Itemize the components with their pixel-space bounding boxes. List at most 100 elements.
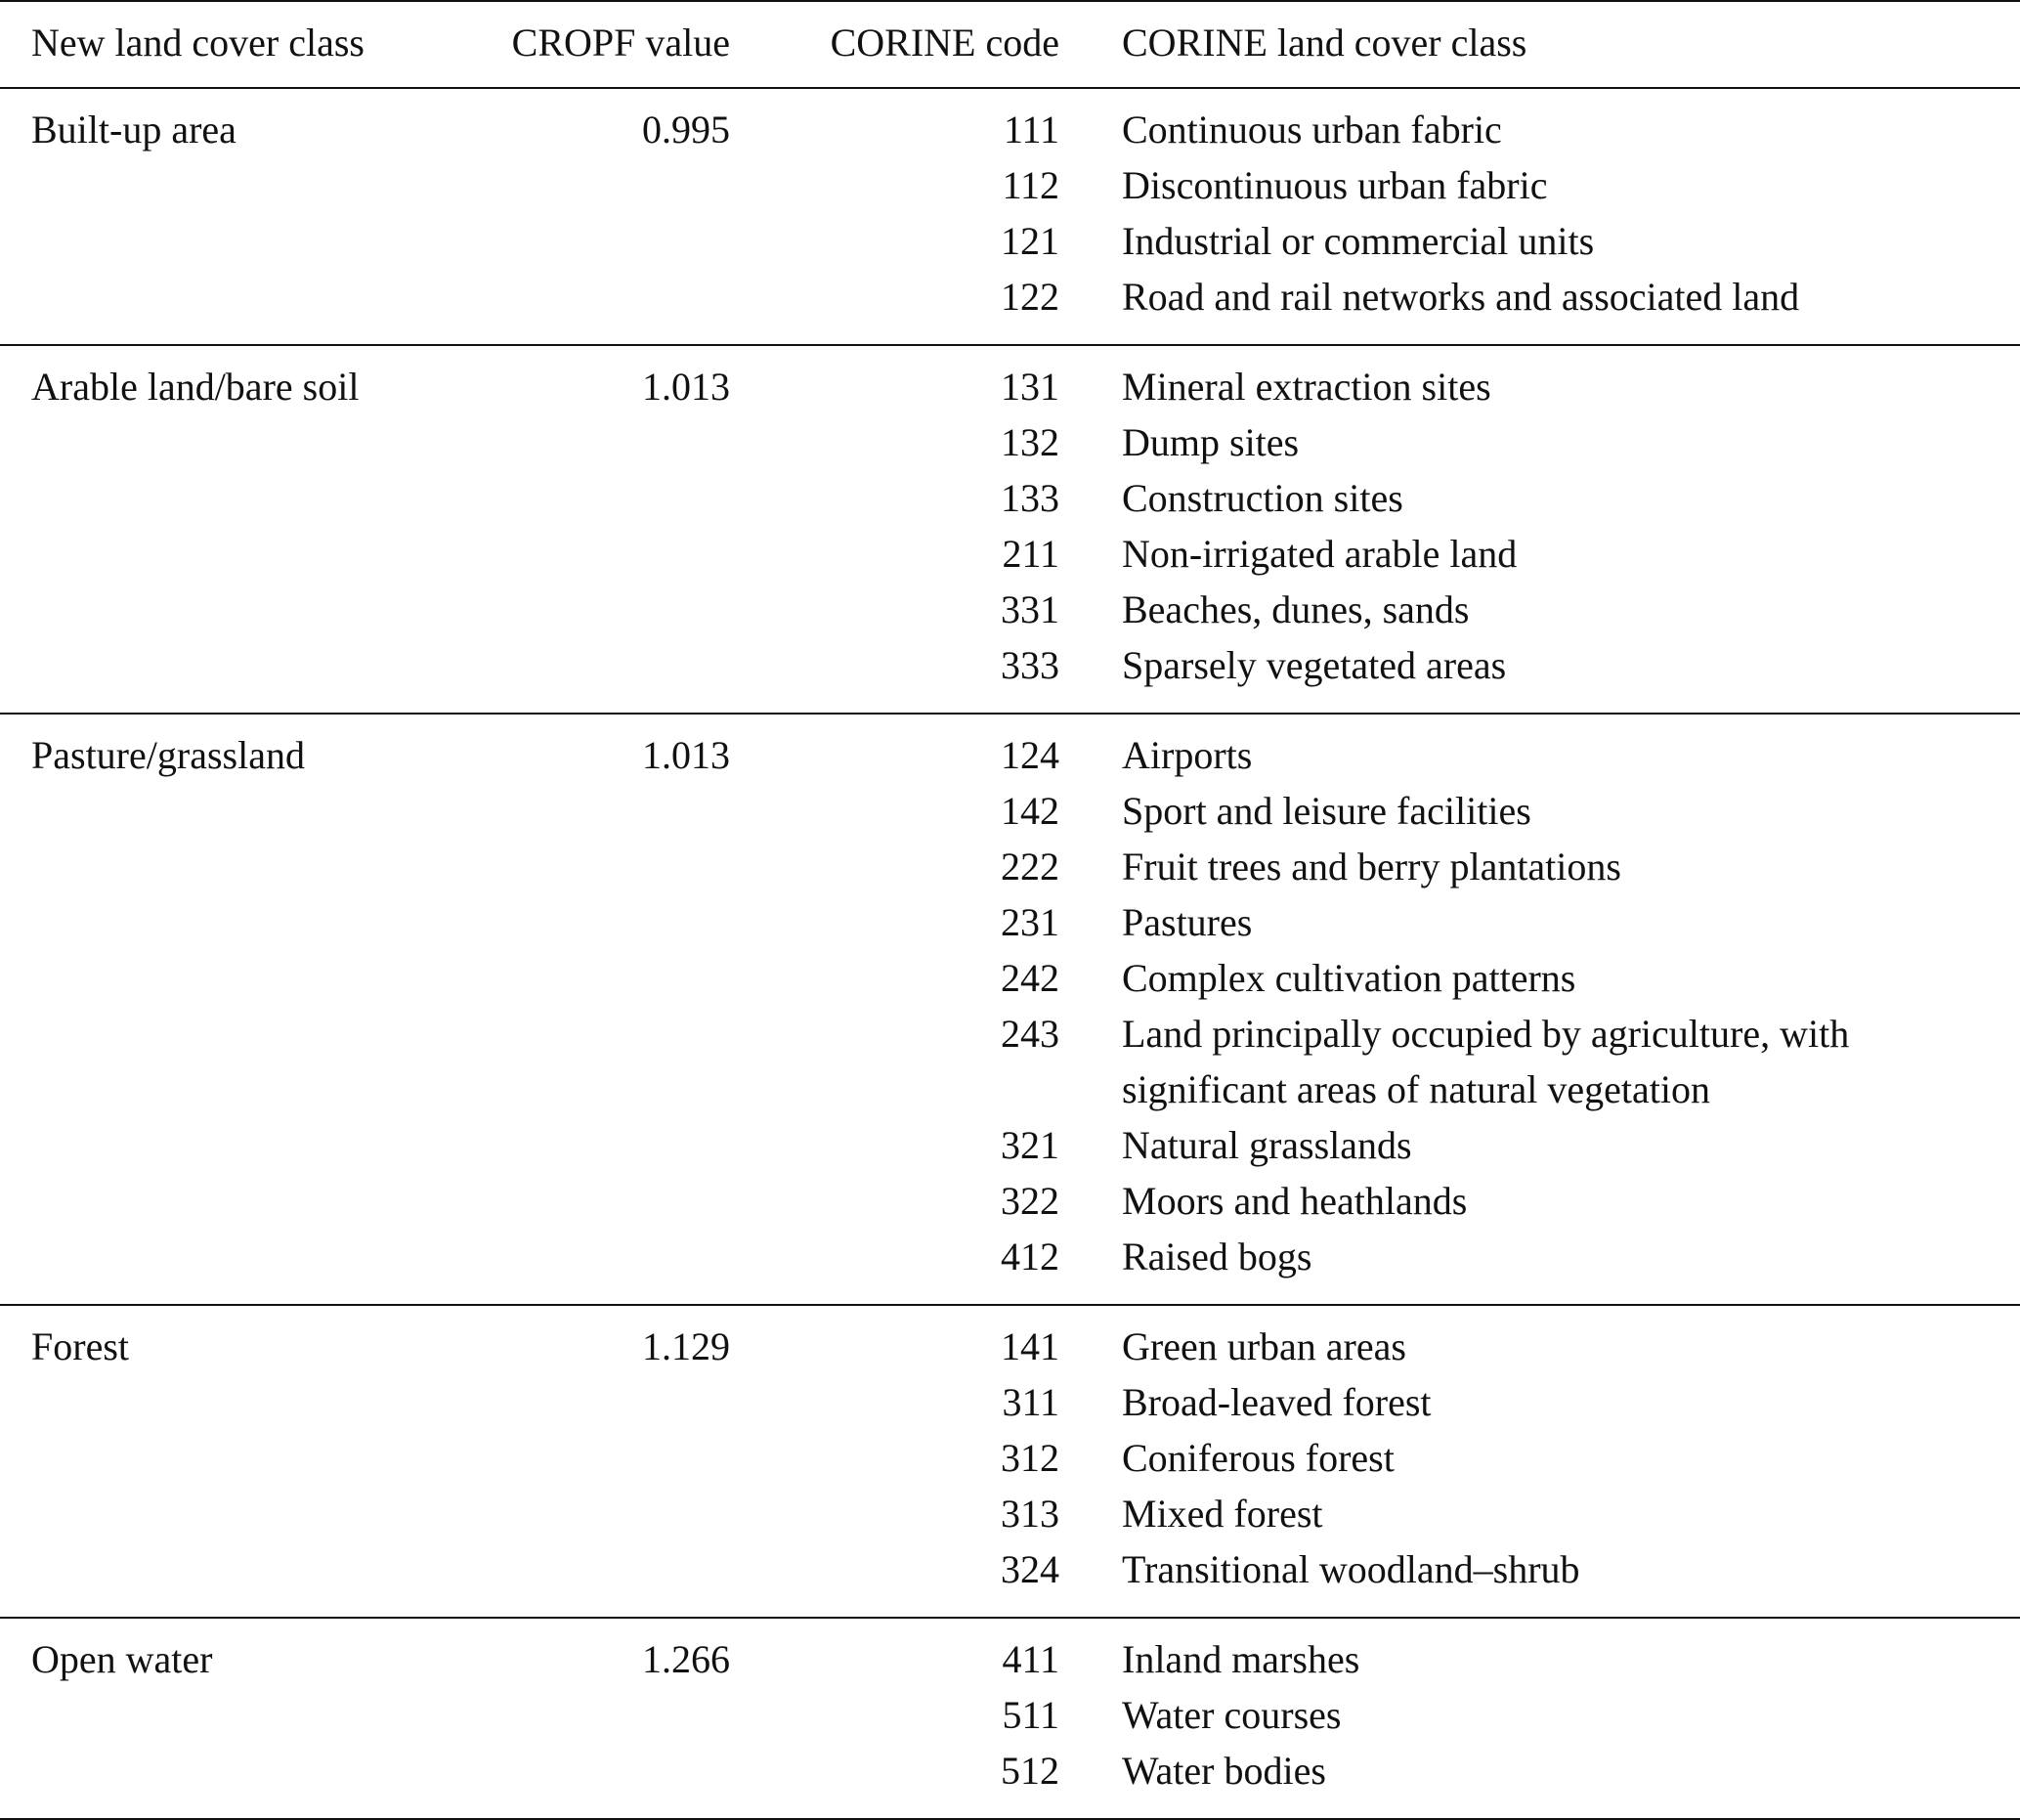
class-cell: Built-up area bbox=[31, 108, 236, 152]
description-cell: Sparsely vegetated areas bbox=[1122, 643, 1507, 687]
description-cell: Water bodies bbox=[1122, 1749, 1326, 1793]
table-row: 112 Discontinuous urban fabric bbox=[0, 157, 2020, 213]
code-cell: 331 bbox=[1001, 587, 1059, 631]
table-row: 142 Sport and leisure facilities bbox=[0, 783, 2020, 839]
description-cell: Airports bbox=[1122, 733, 1253, 777]
description-cell: Water courses bbox=[1122, 1693, 1342, 1737]
code-cell: 222 bbox=[1001, 845, 1059, 888]
class-cell: Pasture/grassland bbox=[31, 733, 305, 777]
description-cell: Land principally occupied by agriculture… bbox=[1122, 1012, 1850, 1111]
cropf-cell: 1.266 bbox=[642, 1637, 730, 1681]
description-cell: Moors and heathlands bbox=[1122, 1179, 1468, 1223]
code-cell: 242 bbox=[1001, 956, 1059, 1000]
code-cell: 124 bbox=[1001, 733, 1059, 777]
code-cell: 412 bbox=[1001, 1235, 1059, 1278]
table-row: 331 Beaches, dunes, sands bbox=[0, 582, 2020, 637]
table-row: 412 Raised bogs bbox=[0, 1229, 2020, 1284]
description-cell: Discontinuous urban fabric bbox=[1122, 163, 1548, 207]
code-cell: 324 bbox=[1001, 1547, 1059, 1591]
code-cell: 312 bbox=[1001, 1436, 1059, 1480]
description-cell: Natural grasslands bbox=[1122, 1123, 1412, 1167]
description-cell: Coniferous forest bbox=[1122, 1436, 1395, 1480]
table-row: 321 Natural grasslands bbox=[0, 1117, 2020, 1173]
code-cell: 131 bbox=[1001, 365, 1059, 409]
class-cell: Open water bbox=[31, 1637, 213, 1681]
code-cell: 512 bbox=[1001, 1749, 1059, 1793]
description-cell: Non-irrigated arable land bbox=[1122, 532, 1518, 576]
table-row: 311 Broad-leaved forest bbox=[0, 1374, 2020, 1430]
code-cell: 141 bbox=[1001, 1324, 1059, 1368]
table-row: 222 Fruit trees and berry plantations bbox=[0, 839, 2020, 894]
description-cell: Transitional woodland–shrub bbox=[1122, 1547, 1580, 1591]
code-cell: 142 bbox=[1001, 789, 1059, 833]
table-row: Open water 1.266 411 Inland marshes bbox=[0, 1631, 2020, 1687]
description-cell: Construction sites bbox=[1122, 476, 1403, 520]
table-row: 313 Mixed forest bbox=[0, 1486, 2020, 1541]
table-row: 243 Land principally occupied by agricult… bbox=[0, 1006, 2020, 1117]
header-row: New land cover class CROPF value CORINE … bbox=[0, 2, 2020, 89]
code-cell: 231 bbox=[1001, 900, 1059, 944]
code-cell: 511 bbox=[1002, 1693, 1059, 1737]
description-cell: Beaches, dunes, sands bbox=[1122, 587, 1470, 631]
description-cell: Road and rail networks and associated la… bbox=[1122, 275, 1800, 319]
description-cell: Green urban areas bbox=[1122, 1324, 1406, 1368]
code-cell: 121 bbox=[1001, 219, 1059, 263]
table-row: 132 Dump sites bbox=[0, 414, 2020, 470]
header-cell: CROPF value bbox=[511, 21, 730, 65]
code-cell: 322 bbox=[1001, 1179, 1059, 1223]
class-cell: Forest bbox=[31, 1324, 129, 1368]
code-cell: 133 bbox=[1001, 476, 1059, 520]
code-cell: 313 bbox=[1001, 1492, 1059, 1536]
description-cell: Mineral extraction sites bbox=[1122, 365, 1491, 409]
code-cell: 411 bbox=[1002, 1637, 1059, 1681]
code-cell: 122 bbox=[1001, 275, 1059, 319]
table-row: 512 Water bodies bbox=[0, 1743, 2020, 1798]
header-cell: New land cover class bbox=[31, 21, 365, 65]
description-cell: Inland marshes bbox=[1122, 1637, 1360, 1681]
table-row: 322 Moors and heathlands bbox=[0, 1173, 2020, 1229]
description-cell: Complex cultivation patterns bbox=[1122, 956, 1576, 1000]
table-row: 133 Construction sites bbox=[0, 470, 2020, 526]
table-row: 511 Water courses bbox=[0, 1687, 2020, 1743]
table-row: 242 Complex cultivation patterns bbox=[0, 950, 2020, 1006]
table-row: Arable land/bare soil 1.013 131 Mineral ext… bbox=[0, 359, 2020, 414]
code-cell: 243 bbox=[1001, 1012, 1059, 1056]
table-row: 312 Coniferous forest bbox=[0, 1430, 2020, 1486]
table-row: 122 Road and rail networks and associated… bbox=[0, 269, 2020, 325]
code-cell: 112 bbox=[1002, 163, 1059, 207]
code-cell: 111 bbox=[1003, 108, 1059, 152]
table-row: 121 Industrial or commercial units bbox=[0, 213, 2020, 269]
table-row: 333 Sparsely vegetated areas bbox=[0, 637, 2020, 693]
code-cell: 211 bbox=[1002, 532, 1059, 576]
row-group: Forest 1.129 141 Green urban areas 311 Broad-… bbox=[0, 1306, 2020, 1619]
code-cell: 132 bbox=[1001, 420, 1059, 464]
row-group: Arable land/bare soil 1.013 131 Mineral ext… bbox=[0, 346, 2020, 715]
table-row: Pasture/grassland 1.013 124 Airports bbox=[0, 727, 2020, 783]
table-row: Built-up area 0.995 111 Continuous urban fa… bbox=[0, 102, 2020, 157]
cropf-cell: 1.013 bbox=[642, 733, 730, 777]
description-cell: Raised bogs bbox=[1122, 1235, 1312, 1278]
description-cell: Pastures bbox=[1122, 900, 1253, 944]
table-row: Forest 1.129 141 Green urban areas bbox=[0, 1319, 2020, 1374]
header-cell: CORINE code bbox=[830, 21, 1059, 65]
class-cell: Arable land/bare soil bbox=[31, 365, 360, 409]
cropf-cell: 0.995 bbox=[642, 108, 730, 152]
table-row: 324 Transitional woodland–shrub bbox=[0, 1541, 2020, 1597]
table-row: 231 Pastures bbox=[0, 894, 2020, 950]
description-cell: Dump sites bbox=[1122, 420, 1300, 464]
description-cell: Sport and leisure facilities bbox=[1122, 789, 1531, 833]
description-cell: Continuous urban fabric bbox=[1122, 108, 1502, 152]
table-row: 211 Non-irrigated arable land bbox=[0, 526, 2020, 582]
header-cell: CORINE land cover class bbox=[1122, 21, 1527, 65]
code-cell: 333 bbox=[1001, 643, 1059, 687]
description-cell: Industrial or commercial units bbox=[1122, 219, 1595, 263]
description-cell: Broad-leaved forest bbox=[1122, 1380, 1432, 1424]
row-group: Pasture/grassland 1.013 124 Airports 142 Spor… bbox=[0, 715, 2020, 1306]
description-cell: Fruit trees and berry plantations bbox=[1122, 845, 1621, 888]
cropf-cell: 1.129 bbox=[642, 1324, 730, 1368]
cropf-cell: 1.013 bbox=[642, 365, 730, 409]
row-group: Built-up area 0.995 111 Continuous urban fa… bbox=[0, 89, 2020, 346]
description-cell: Mixed forest bbox=[1122, 1492, 1323, 1536]
